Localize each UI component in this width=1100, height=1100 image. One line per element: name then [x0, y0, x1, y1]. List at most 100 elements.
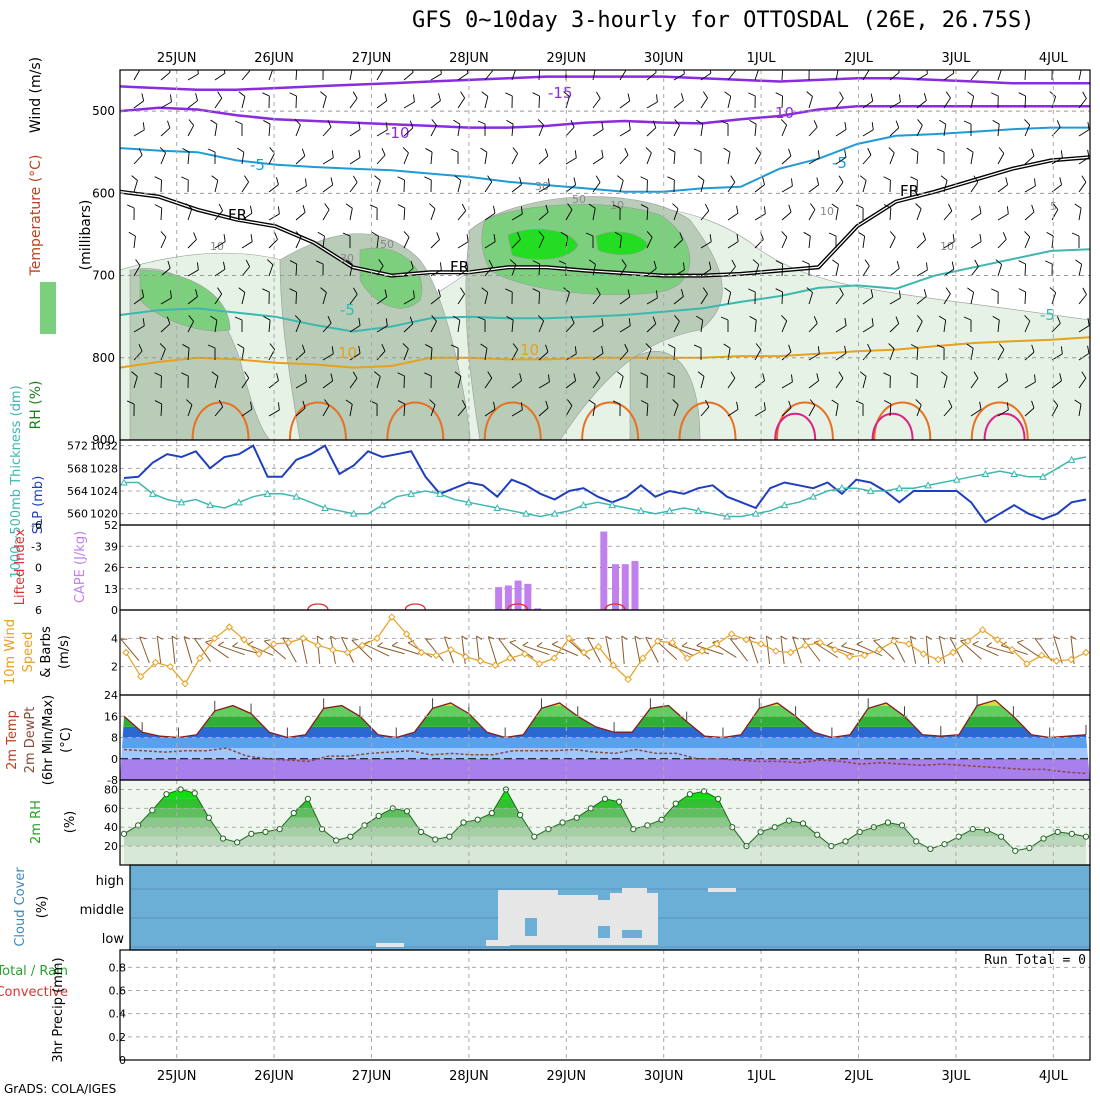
wind-barb-flag [828, 232, 837, 237]
wind-barb-shaft [916, 269, 928, 277]
temp-band [120, 716, 1090, 727]
wind-barb-flag [573, 373, 577, 381]
wind-barb-flag [775, 92, 783, 97]
wind-barb-shaft [133, 350, 143, 361]
wind-barb [727, 401, 739, 417]
wind-barb-shaft [673, 152, 676, 165]
rh-marker [474, 816, 481, 823]
wind-barb-shaft [349, 98, 358, 109]
wind-barb-shaft [403, 71, 414, 81]
wind-barb [186, 399, 193, 417]
wind-barb [808, 346, 820, 361]
wind-barb-shaft [781, 381, 793, 389]
wind-barb-flag [588, 203, 596, 209]
wind-barb-flag [709, 234, 712, 242]
wind-barb-flag [324, 203, 330, 210]
wind-barb [160, 120, 171, 137]
wind-barb-flag [844, 345, 847, 354]
rh-axis-label: 2m RH [29, 800, 44, 844]
wind-barb-flag [1031, 344, 1035, 353]
cape-tick-label: 0 [111, 604, 118, 617]
wind-barb-flag [371, 231, 379, 237]
wind-barb [268, 177, 279, 193]
wind-barb-flag [460, 91, 466, 99]
wind-barb-flag [806, 91, 813, 97]
wind-barb-shaft [916, 321, 923, 333]
wind-barb-flag [431, 119, 437, 126]
contour-label: 30 [340, 252, 354, 265]
wind-barb-flag [730, 175, 736, 183]
wind-barb-shaft [241, 292, 246, 305]
wind-barb-flag [294, 315, 301, 322]
wind-barb-flag [139, 636, 146, 640]
cloud-row-label: low [102, 932, 125, 947]
wind-barb-shaft [889, 323, 899, 333]
wind-barb-flag [410, 260, 414, 269]
bottom-date-label: 26JUN [254, 1069, 294, 1084]
wind-barb-flag [185, 203, 193, 209]
wind-barb-flag [134, 64, 142, 70]
wind-barb-shaft [295, 351, 306, 361]
wind-barb-flag [358, 121, 361, 130]
wind-speed-marker [624, 675, 632, 684]
wind-barb-shaft [1078, 98, 1087, 109]
wind-barb [616, 371, 624, 389]
wind-barb [295, 344, 306, 361]
wind-barb-flag [621, 635, 628, 641]
wind-barb [883, 400, 892, 417]
wind-barb-shaft [511, 153, 519, 165]
wind-barb-flag [736, 401, 739, 410]
wind-barb [295, 148, 306, 165]
wind-ylabel-part: 10m Wind [3, 619, 18, 685]
wind-barb-shaft [862, 129, 874, 137]
wind-barb [619, 122, 631, 137]
slp-ylabel-right: SLP (mb) [31, 476, 46, 535]
wind-barb [857, 231, 866, 249]
wind-barb-flag [301, 148, 306, 157]
wind-speed-marker [461, 653, 470, 661]
wind-speed-marker [166, 662, 175, 671]
wind-barb-shaft [619, 236, 623, 249]
wind-barb [883, 176, 891, 193]
wind-barb [748, 92, 756, 109]
wind-barb-shaft [133, 325, 145, 333]
rh-shading [507, 229, 579, 260]
wind-barb-shaft [700, 180, 705, 193]
wind-barb [241, 205, 253, 221]
rh-marker [1054, 828, 1061, 836]
wind-barb [481, 287, 489, 305]
wind-barb-flag [791, 374, 793, 383]
wind-barb-flag [480, 147, 488, 153]
wind-barb [916, 93, 927, 109]
wind-barb-shaft [538, 236, 545, 249]
thickness-marker [924, 481, 932, 489]
wind-barb [241, 401, 253, 417]
wind-barb-shaft [619, 350, 629, 361]
wind-barb [1078, 70, 1082, 81]
wind-barb [349, 70, 353, 81]
wind-barb [646, 94, 658, 109]
wind-barb [160, 231, 167, 249]
wind-barb-shaft [938, 636, 946, 664]
wind-barb-shaft [889, 101, 901, 109]
temp-axis-label: 2m DewPt [23, 707, 38, 774]
wind-barb [345, 399, 353, 417]
wind-barb [808, 399, 816, 417]
wind-barb-shaft [727, 408, 739, 417]
wind-barb-flag [813, 316, 818, 324]
wind-barb-shaft [484, 241, 496, 249]
rh-shading [359, 247, 423, 309]
wind-barb [997, 402, 1009, 417]
wind-barb [862, 147, 872, 165]
wind-barb-flag [1052, 203, 1059, 210]
wind-speed-marker [122, 648, 130, 657]
slp-tick-label: 1028 [90, 462, 118, 475]
wind-barb-shaft [538, 95, 540, 109]
wind-barb [889, 316, 900, 333]
wind-barb-flag [330, 373, 334, 381]
wind-barb-flag [402, 147, 409, 154]
wind-barb-shaft [268, 184, 279, 193]
wind-barb [522, 641, 550, 656]
thickness-marker [436, 489, 444, 497]
